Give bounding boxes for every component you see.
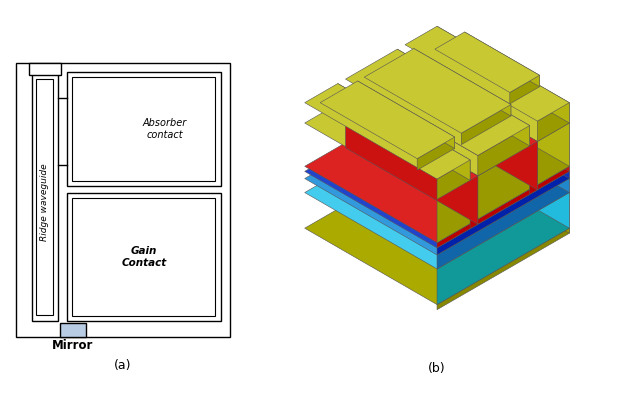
Polygon shape [437, 90, 569, 171]
Polygon shape [346, 99, 478, 224]
Polygon shape [470, 176, 478, 229]
Polygon shape [346, 49, 530, 156]
Polygon shape [530, 141, 537, 194]
Bar [16, 62, 230, 337]
Polygon shape [405, 26, 569, 121]
Polygon shape [397, 49, 530, 146]
Polygon shape [437, 102, 569, 193]
Polygon shape [417, 137, 455, 170]
Polygon shape [338, 84, 470, 180]
Text: Ridge waveguide: Ridge waveguide [40, 163, 49, 241]
Polygon shape [305, 102, 569, 255]
Polygon shape [305, 47, 569, 199]
Bar [67, 72, 221, 186]
Text: Mirror: Mirror [52, 339, 93, 352]
Polygon shape [461, 105, 511, 145]
Text: Gain
Contact: Gain Contact [121, 246, 167, 268]
Polygon shape [305, 116, 569, 269]
Polygon shape [358, 81, 455, 149]
Polygon shape [338, 99, 478, 180]
Bar [72, 198, 216, 316]
Polygon shape [437, 26, 569, 123]
Polygon shape [437, 160, 470, 199]
Text: (a): (a) [114, 359, 131, 372]
Bar [32, 74, 57, 321]
Polygon shape [305, 152, 569, 305]
Polygon shape [464, 32, 540, 87]
Bar [72, 77, 216, 181]
Bar [36, 79, 54, 315]
Polygon shape [437, 228, 569, 310]
Polygon shape [437, 116, 569, 228]
Polygon shape [405, 65, 537, 190]
Polygon shape [437, 166, 569, 248]
Bar [60, 323, 85, 337]
Polygon shape [435, 32, 540, 92]
Polygon shape [414, 48, 511, 116]
Polygon shape [478, 125, 530, 176]
Polygon shape [397, 65, 537, 146]
Polygon shape [510, 75, 540, 104]
Polygon shape [320, 81, 455, 159]
Polygon shape [437, 95, 569, 178]
Polygon shape [305, 95, 569, 248]
Text: (b): (b) [428, 362, 446, 375]
Polygon shape [364, 48, 511, 133]
Bar [67, 193, 221, 321]
Polygon shape [537, 103, 569, 141]
Polygon shape [437, 123, 569, 243]
Polygon shape [437, 47, 569, 166]
Polygon shape [305, 90, 569, 243]
Polygon shape [437, 178, 569, 269]
Polygon shape [437, 152, 569, 233]
Polygon shape [437, 193, 569, 305]
Polygon shape [437, 171, 569, 255]
Text: Absorber
contact: Absorber contact [143, 118, 187, 140]
Polygon shape [305, 84, 470, 179]
Bar [29, 62, 61, 75]
